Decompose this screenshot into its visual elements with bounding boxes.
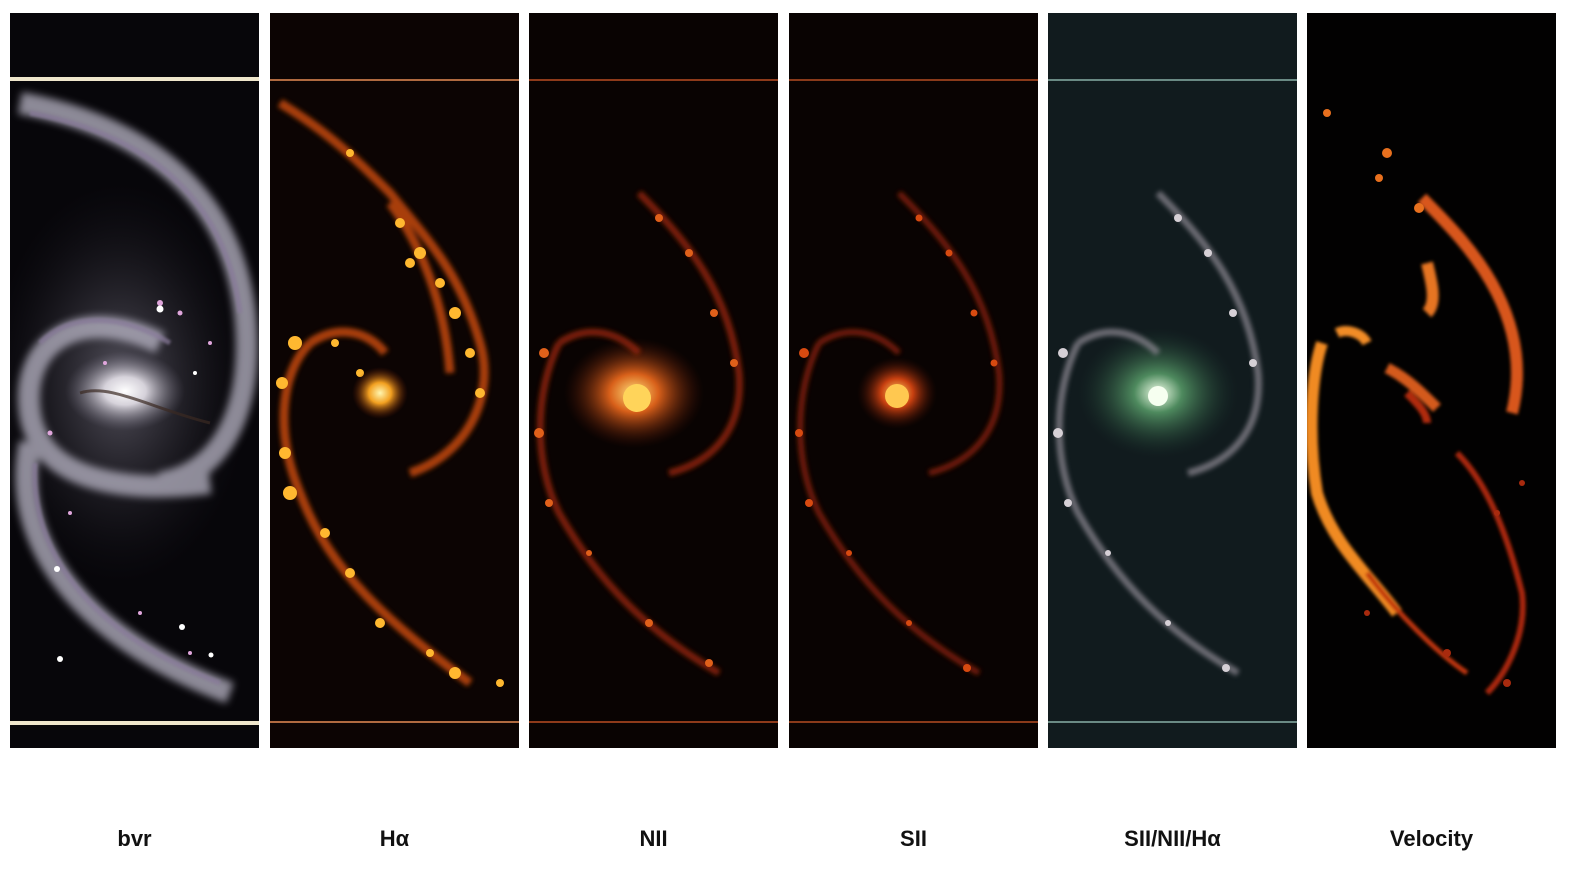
panel-label-sii: SII <box>900 826 927 851</box>
line-ratio-image <box>1048 13 1297 748</box>
image-panel-nii <box>529 13 778 748</box>
image-panel-sii-nii-halpha <box>1048 13 1297 748</box>
halpha-emission-image <box>270 13 519 748</box>
velocity-map-image <box>1307 13 1556 748</box>
image-panel-sii <box>789 13 1038 748</box>
panel-label-velocity: Velocity <box>1389 826 1474 851</box>
image-panel-velocity <box>1307 13 1556 748</box>
panel-label-nii: NII <box>639 826 668 851</box>
panel-label-bvr: bvr <box>117 826 152 851</box>
panel-label-sii-nii-halpha: SII/NII/Hα <box>1124 826 1221 851</box>
image-panel-halpha <box>270 13 519 748</box>
nii-emission-image <box>529 13 778 748</box>
sii-emission-image <box>789 13 1038 748</box>
bvr-galaxy-image <box>10 13 259 748</box>
panel-label-halpha: Hα <box>379 826 410 851</box>
image-panel-bvr <box>10 13 259 748</box>
